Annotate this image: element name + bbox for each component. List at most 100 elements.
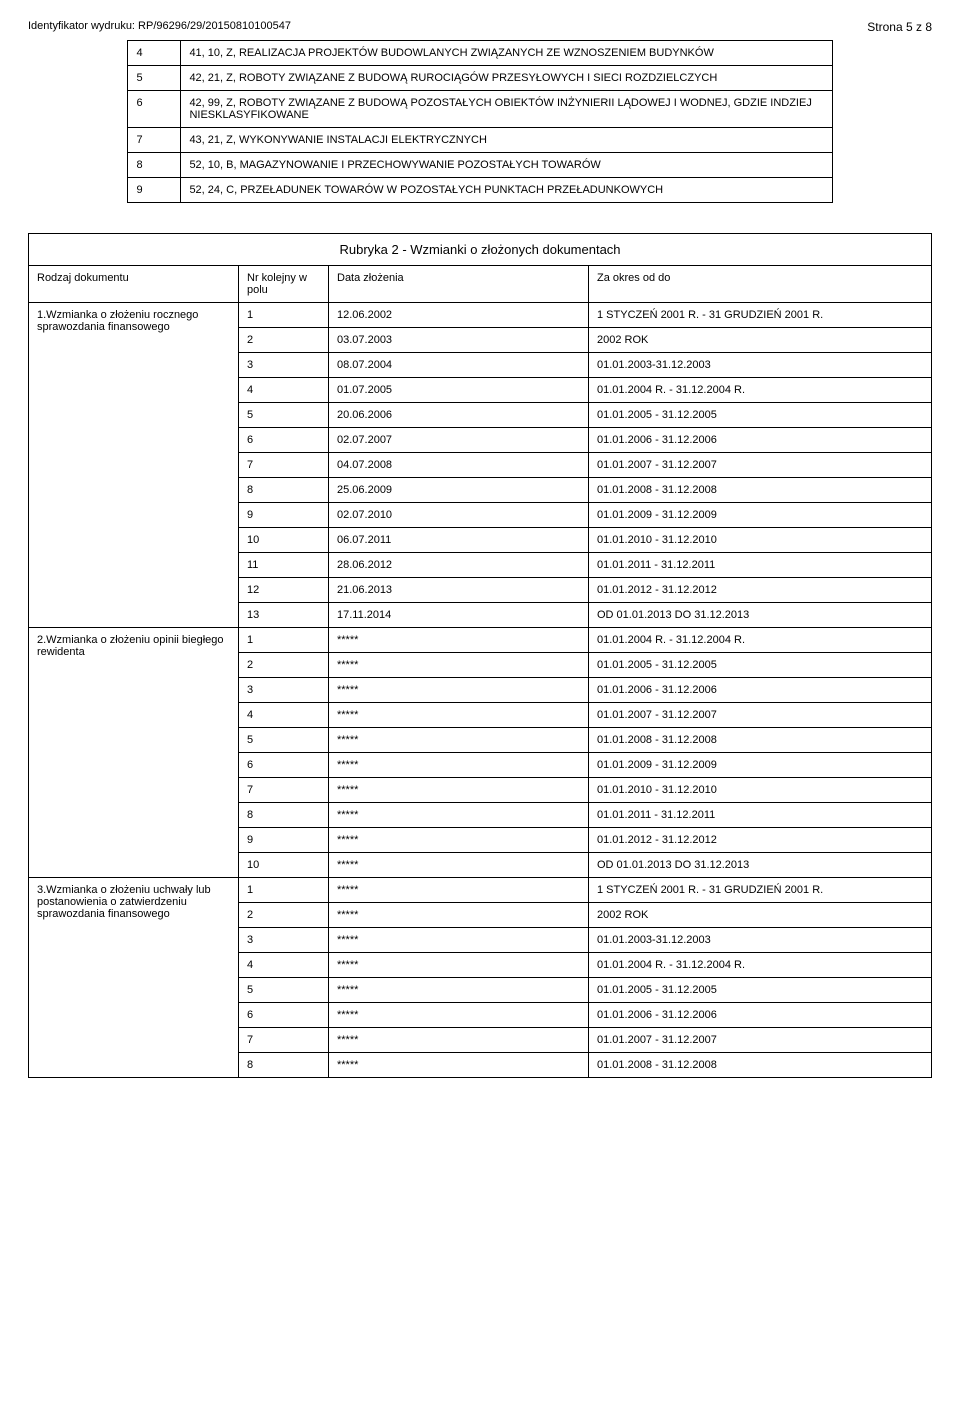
col-nr: Nr kolejny w polu — [239, 266, 329, 303]
cell-nr: 4 — [239, 703, 329, 728]
cell-period: 01.01.2007 - 31.12.2007 — [589, 453, 932, 478]
cell-period: 1 STYCZEŃ 2001 R. - 31 GRUDZIEŃ 2001 R. — [589, 878, 932, 903]
cell-nr: 6 — [239, 428, 329, 453]
cell-nr: 11 — [239, 553, 329, 578]
cell-period: 01.01.2008 - 31.12.2008 — [589, 1053, 932, 1078]
cell-nr: 1 — [239, 628, 329, 653]
cell-date: 20.06.2006 — [329, 403, 589, 428]
cell-nr: 4 — [239, 953, 329, 978]
cell-period: 01.01.2005 - 31.12.2005 — [589, 978, 932, 1003]
cell-date: ***** — [329, 1053, 589, 1078]
cell-nr: 13 — [239, 603, 329, 628]
cell-period: 01.01.2004 R. - 31.12.2004 R. — [589, 378, 932, 403]
group-label: 3.Wzmianka o złożeniu uchwały lub postan… — [29, 878, 239, 1078]
cell-date: 21.06.2013 — [329, 578, 589, 603]
cell-period: 01.01.2012 - 31.12.2012 — [589, 828, 932, 853]
cell-nr: 8 — [239, 478, 329, 503]
cell-date: ***** — [329, 778, 589, 803]
cell-date: ***** — [329, 728, 589, 753]
table-row: 441, 10, Z, REALIZACJA PROJEKTÓW BUDOWLA… — [128, 41, 832, 66]
cell-period: 01.01.2008 - 31.12.2008 — [589, 728, 932, 753]
cell-date: ***** — [329, 878, 589, 903]
table-row: 1.Wzmianka o złożeniu rocznego sprawozda… — [29, 303, 932, 328]
row-text: 41, 10, Z, REALIZACJA PROJEKTÓW BUDOWLAN… — [181, 41, 832, 66]
row-number: 5 — [128, 66, 181, 91]
cell-period: 01.01.2004 R. - 31.12.2004 R. — [589, 953, 932, 978]
group-label: 1.Wzmianka o złożeniu rocznego sprawozda… — [29, 303, 239, 628]
cell-date: ***** — [329, 1003, 589, 1028]
cell-date: 08.07.2004 — [329, 353, 589, 378]
cell-nr: 12 — [239, 578, 329, 603]
cell-nr: 3 — [239, 678, 329, 703]
cell-nr: 2 — [239, 328, 329, 353]
cell-period: OD 01.01.2013 DO 31.12.2013 — [589, 603, 932, 628]
cell-date: 28.06.2012 — [329, 553, 589, 578]
row-number: 7 — [128, 128, 181, 153]
cell-date: 25.06.2009 — [329, 478, 589, 503]
cell-nr: 1 — [239, 303, 329, 328]
cell-nr: 9 — [239, 828, 329, 853]
cell-date: ***** — [329, 828, 589, 853]
row-number: 4 — [128, 41, 181, 66]
cell-period: 01.01.2010 - 31.12.2010 — [589, 528, 932, 553]
cell-period: 01.01.2006 - 31.12.2006 — [589, 428, 932, 453]
table-row: 952, 24, C, PRZEŁADUNEK TOWARÓW W POZOST… — [128, 178, 832, 203]
cell-period: 01.01.2005 - 31.12.2005 — [589, 653, 932, 678]
cell-date: ***** — [329, 678, 589, 703]
table-row: 3.Wzmianka o złożeniu uchwały lub postan… — [29, 878, 932, 903]
cell-period: 01.01.2004 R. - 31.12.2004 R. — [589, 628, 932, 653]
col-period: Za okres od do — [589, 266, 932, 303]
cell-period: 01.01.2003-31.12.2003 — [589, 928, 932, 953]
cell-period: 01.01.2003-31.12.2003 — [589, 353, 932, 378]
cell-nr: 7 — [239, 453, 329, 478]
cell-nr: 2 — [239, 653, 329, 678]
cell-date: 17.11.2014 — [329, 603, 589, 628]
cell-nr: 6 — [239, 1003, 329, 1028]
cell-date: ***** — [329, 953, 589, 978]
row-text: 43, 21, Z, WYKONYWANIE INSTALACJI ELEKTR… — [181, 128, 832, 153]
activities-table: 441, 10, Z, REALIZACJA PROJEKTÓW BUDOWLA… — [127, 40, 832, 203]
cell-nr: 7 — [239, 1028, 329, 1053]
print-id: Identyfikator wydruku: RP/96296/29/20150… — [28, 20, 291, 34]
cell-nr: 5 — [239, 403, 329, 428]
cell-nr: 7 — [239, 778, 329, 803]
cell-date: 02.07.2010 — [329, 503, 589, 528]
table-row: 852, 10, B, MAGAZYNOWANIE I PRZECHOWYWAN… — [128, 153, 832, 178]
cell-date: ***** — [329, 628, 589, 653]
table-row: 542, 21, Z, ROBOTY ZWIĄZANE Z BUDOWĄ RUR… — [128, 66, 832, 91]
cell-nr: 8 — [239, 1053, 329, 1078]
cell-date: ***** — [329, 653, 589, 678]
section-title: Rubryka 2 - Wzmianki o złożonych dokumen… — [29, 234, 932, 266]
cell-period: 1 STYCZEŃ 2001 R. - 31 GRUDZIEŃ 2001 R. — [589, 303, 932, 328]
cell-date: ***** — [329, 753, 589, 778]
cell-date: ***** — [329, 853, 589, 878]
cell-nr: 10 — [239, 853, 329, 878]
cell-period: 01.01.2009 - 31.12.2009 — [589, 503, 932, 528]
cell-date: 06.07.2011 — [329, 528, 589, 553]
col-kind: Rodzaj dokumentu — [29, 266, 239, 303]
cell-period: 01.01.2008 - 31.12.2008 — [589, 478, 932, 503]
cell-date: ***** — [329, 928, 589, 953]
cell-date: ***** — [329, 903, 589, 928]
cell-period: 01.01.2006 - 31.12.2006 — [589, 1003, 932, 1028]
row-text: 42, 21, Z, ROBOTY ZWIĄZANE Z BUDOWĄ RURO… — [181, 66, 832, 91]
cell-date: 02.07.2007 — [329, 428, 589, 453]
cell-nr: 1 — [239, 878, 329, 903]
group-label: 2.Wzmianka o złożeniu opinii biegłego re… — [29, 628, 239, 878]
cell-date: ***** — [329, 803, 589, 828]
row-text: 42, 99, Z, ROBOTY ZWIĄZANE Z BUDOWĄ POZO… — [181, 91, 832, 128]
row-number: 8 — [128, 153, 181, 178]
cell-date: 12.06.2002 — [329, 303, 589, 328]
cell-date: ***** — [329, 978, 589, 1003]
cell-date: ***** — [329, 703, 589, 728]
cell-nr: 2 — [239, 903, 329, 928]
cell-nr: 6 — [239, 753, 329, 778]
cell-date: 04.07.2008 — [329, 453, 589, 478]
row-text: 52, 10, B, MAGAZYNOWANIE I PRZECHOWYWANI… — [181, 153, 832, 178]
cell-period: 01.01.2005 - 31.12.2005 — [589, 403, 932, 428]
cell-period: 01.01.2010 - 31.12.2010 — [589, 778, 932, 803]
table-row: 2.Wzmianka o złożeniu opinii biegłego re… — [29, 628, 932, 653]
cell-nr: 3 — [239, 928, 329, 953]
cell-nr: 5 — [239, 978, 329, 1003]
cell-period: OD 01.01.2013 DO 31.12.2013 — [589, 853, 932, 878]
